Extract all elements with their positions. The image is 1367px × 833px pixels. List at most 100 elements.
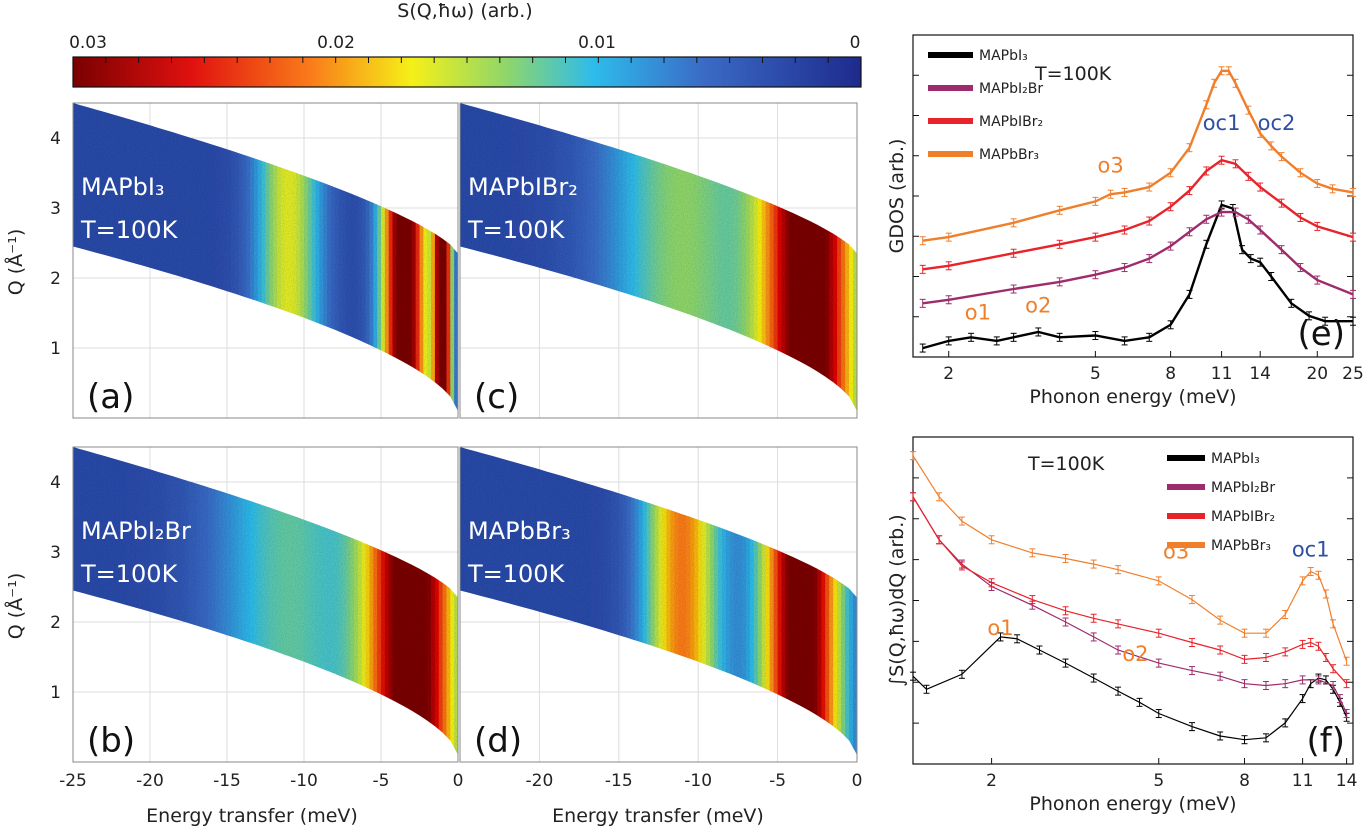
map-slice [384, 103, 390, 411]
map-slice [103, 103, 109, 411]
map-slice [338, 103, 344, 411]
map-slice [134, 447, 140, 755]
map-slice [150, 103, 155, 411]
x-tick-label: 8 [1239, 771, 1250, 791]
map-panel-tag: (a) [87, 377, 134, 417]
map-slice [277, 447, 282, 755]
map-slice [690, 103, 695, 411]
map-panel-tag: (d) [474, 721, 522, 761]
map-slice [92, 447, 97, 755]
map-slice [825, 103, 830, 411]
peak-annotation: oc2 [1258, 111, 1296, 135]
map-slice [388, 447, 394, 755]
map-slice [115, 103, 120, 411]
map-slice [773, 103, 779, 411]
map-panels: MAPbI₃ T=100K (a) 1 2 3 4 MAPbI₂Br T=100K (b) 1 2 3 4… [50, 102, 862, 791]
map-sample-label: MAPbI₃ [81, 173, 165, 201]
map-slice [658, 447, 664, 755]
map-slice [591, 103, 596, 411]
map-slice [587, 447, 592, 755]
map-slice [257, 447, 263, 755]
map-xtick: -15 [213, 771, 241, 791]
map-slice [841, 103, 846, 411]
map-slice [575, 447, 580, 755]
map-slice [342, 103, 347, 411]
map-slice [769, 103, 775, 411]
map-slice [161, 103, 166, 411]
map-slice [242, 447, 247, 755]
map-ylabel-top: Q (Å⁻¹) [4, 229, 27, 295]
map-slice [849, 103, 854, 411]
map-panel-tag: (c) [474, 377, 519, 417]
map-slice [73, 447, 78, 755]
map-slice [296, 103, 301, 411]
map-ytick: 3 [50, 543, 61, 563]
map-slice [511, 447, 517, 755]
map-slice [678, 103, 683, 411]
map-slice [789, 447, 795, 755]
map-slice [523, 103, 529, 411]
map-slice [373, 103, 378, 411]
map-slice [630, 447, 636, 755]
map-slice [702, 103, 707, 411]
map-slice [662, 447, 668, 755]
map-slice [694, 447, 699, 755]
map-slice [115, 447, 120, 755]
map-slice [196, 103, 201, 411]
map-slice [450, 447, 455, 755]
map-slice [427, 447, 432, 755]
map-slice [311, 103, 317, 411]
map-slice [434, 103, 440, 411]
map-slice [292, 103, 297, 411]
map-slice [288, 103, 294, 411]
map-slice [369, 447, 374, 755]
map-slice [126, 103, 132, 411]
map-slice [773, 447, 779, 755]
map-slice [227, 103, 232, 411]
map-slice [722, 447, 727, 755]
map-slice [634, 103, 640, 411]
y-axis-label: GDOS (arb.) [886, 139, 908, 254]
map-slice [499, 447, 505, 755]
map-slice [706, 447, 711, 755]
map-slice [304, 103, 309, 411]
map-slice [284, 447, 290, 755]
map-slice [622, 447, 628, 755]
map-slice [419, 103, 424, 411]
map-slice [107, 447, 113, 755]
map-slice [173, 447, 178, 755]
map-slice [833, 447, 838, 755]
map-slice [793, 103, 799, 411]
map-temperature-label: T=100K [80, 216, 179, 244]
map-slice [698, 103, 703, 411]
map-slice [92, 103, 97, 411]
map-slice [658, 103, 664, 411]
map-slice [396, 103, 401, 411]
map-xtick: -15 [605, 771, 633, 791]
map-slice [434, 447, 440, 755]
map-slice [491, 447, 497, 755]
map-slice [319, 103, 324, 411]
map-slice [853, 103, 857, 411]
map-xtick: -20 [136, 771, 164, 791]
map-slice [269, 447, 274, 755]
map-slice [280, 447, 286, 755]
map-slice [130, 103, 136, 411]
map-slice [126, 447, 132, 755]
legend-label: MAPbBr₃ [1211, 538, 1271, 554]
map-intensity [460, 447, 857, 755]
map-slice [169, 103, 174, 411]
series-line [912, 455, 1348, 662]
map-slice [765, 447, 771, 755]
map-slice [346, 103, 351, 411]
map-slice [833, 103, 838, 411]
map-slice [234, 103, 240, 411]
map-ytick: 2 [50, 613, 61, 633]
map-slice [733, 447, 739, 755]
map-slice [718, 447, 723, 755]
map-slice [543, 103, 548, 411]
map-slice [273, 103, 278, 411]
map-slice [559, 103, 564, 411]
colorbar-tick-marks [105, 57, 829, 63]
map-slice [729, 447, 735, 755]
